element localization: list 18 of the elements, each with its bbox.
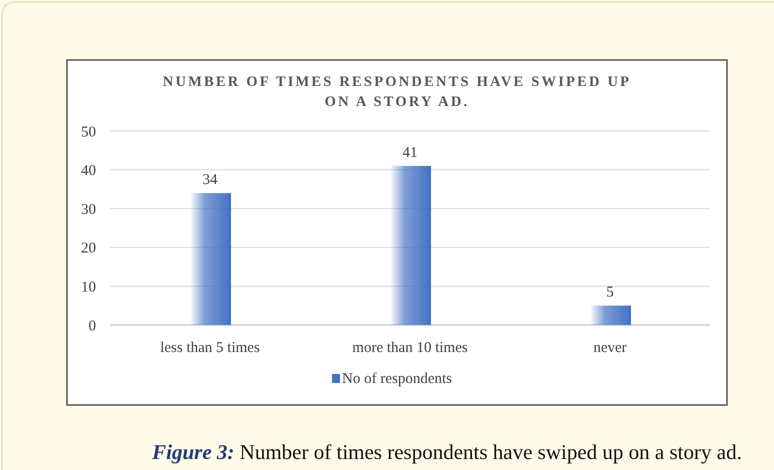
y-tick-label: 50 (81, 124, 96, 140)
legend-label: No of respondents (342, 371, 452, 387)
bar (591, 306, 631, 325)
y-tick-label: 0 (88, 318, 96, 334)
y-tick-label: 10 (81, 279, 96, 296)
caption: Figure 3: Number of times respondents have swiped up on a story ad. (151, 440, 742, 464)
y-tick-label: 30 (81, 202, 96, 218)
data-label: 41 (402, 144, 418, 161)
bar (191, 193, 231, 325)
x-tick-label: more than 10 times (352, 340, 468, 356)
bar (391, 166, 431, 325)
x-tick-label: never (593, 340, 627, 356)
y-tick-label: 20 (81, 240, 96, 257)
chart-title: NUMBER OF TIMES RESPONDENTS HAVE SWIPED UP ON A STORY AD. (162, 74, 632, 110)
data-label: 34 (202, 172, 218, 188)
x-tick-label: less than 5 times (160, 340, 260, 356)
data-label: 5 (606, 284, 614, 301)
y-tick-label: 40 (81, 163, 96, 180)
